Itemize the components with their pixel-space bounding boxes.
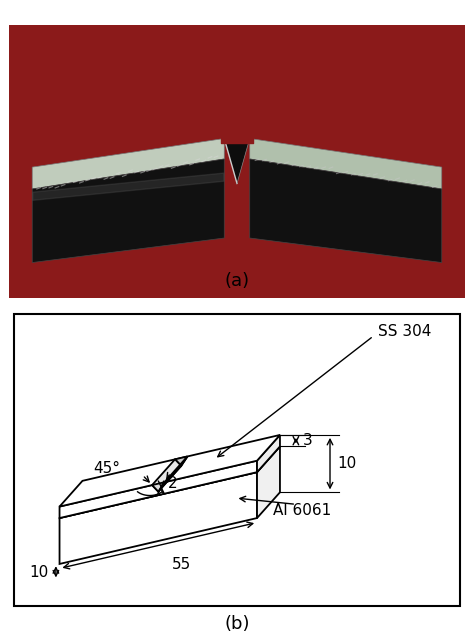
Polygon shape bbox=[257, 446, 280, 518]
Polygon shape bbox=[257, 435, 280, 472]
Text: 10: 10 bbox=[337, 456, 356, 471]
Text: 3: 3 bbox=[303, 433, 312, 448]
Polygon shape bbox=[158, 456, 187, 491]
Polygon shape bbox=[250, 138, 442, 189]
Polygon shape bbox=[60, 461, 257, 518]
Polygon shape bbox=[152, 460, 181, 491]
Polygon shape bbox=[250, 159, 442, 262]
Polygon shape bbox=[60, 446, 280, 518]
Text: SS 304: SS 304 bbox=[378, 324, 431, 339]
Polygon shape bbox=[32, 138, 224, 189]
Text: Al 6061: Al 6061 bbox=[273, 503, 332, 518]
Polygon shape bbox=[224, 138, 250, 183]
Polygon shape bbox=[60, 435, 280, 507]
Polygon shape bbox=[32, 159, 224, 262]
Text: (b): (b) bbox=[224, 614, 250, 633]
Text: 10: 10 bbox=[29, 565, 49, 579]
Polygon shape bbox=[9, 25, 465, 298]
Polygon shape bbox=[175, 456, 187, 466]
Text: 45°: 45° bbox=[93, 461, 120, 476]
Text: (a): (a) bbox=[224, 272, 250, 290]
Polygon shape bbox=[152, 482, 164, 491]
Text: 2: 2 bbox=[168, 477, 178, 491]
Text: 55: 55 bbox=[172, 557, 191, 573]
Polygon shape bbox=[60, 472, 257, 564]
